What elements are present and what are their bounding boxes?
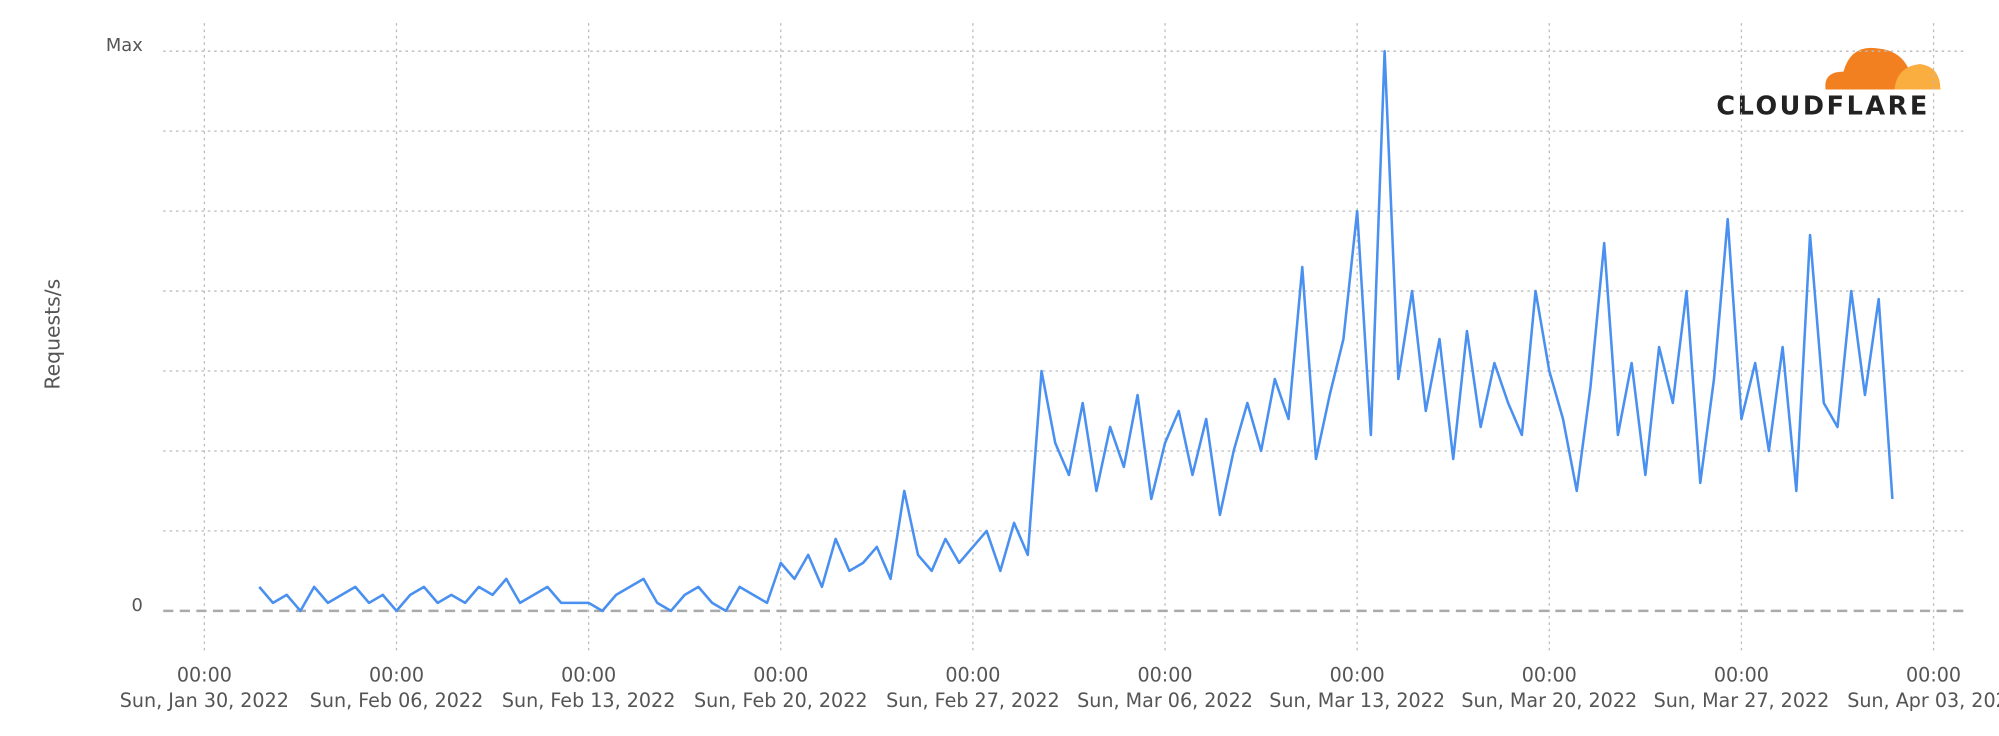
y-tick-label: 0 — [131, 595, 142, 616]
x-tick-date: Sun, Mar 06, 2022 — [1077, 689, 1253, 712]
x-tick-date: Sun, Feb 13, 2022 — [502, 689, 676, 712]
x-tick-time: 00:00 — [1906, 663, 1961, 686]
logo-cloud-small — [1894, 63, 1941, 90]
y-tick-label: Max — [106, 35, 143, 56]
x-tick-date: Sun, Mar 13, 2022 — [1269, 689, 1445, 712]
x-tick-date: Sun, Feb 27, 2022 — [886, 689, 1060, 712]
x-tick-date: Sun, Feb 06, 2022 — [310, 689, 484, 712]
logo-text: CLOUDFLARE — [1716, 91, 1929, 121]
x-tick-time: 00:00 — [945, 663, 1000, 686]
data-line — [258, 49, 1894, 613]
x-tick-date: Sun, Mar 27, 2022 — [1654, 689, 1830, 712]
x-tick-date: Sun, Mar 20, 2022 — [1461, 689, 1637, 712]
x-tick-time: 00:00 — [1137, 663, 1192, 686]
x-tick-time: 00:00 — [753, 663, 808, 686]
x-tick-date: Sun, Apr 03, 2022 — [1847, 689, 1999, 712]
x-tick-time: 00:00 — [177, 663, 232, 686]
x-tick-date: Sun, Jan 30, 2022 — [120, 689, 289, 712]
x-tick-time: 00:00 — [369, 663, 424, 686]
x-tick-time: 00:00 — [1714, 663, 1769, 686]
logo: CLOUDFLARE — [1716, 47, 1941, 121]
y-axis-label: Requests/s — [41, 279, 65, 390]
x-tick-date: Sun, Feb 20, 2022 — [694, 689, 868, 712]
x-tick-time: 00:00 — [561, 663, 616, 686]
x-tick-time: 00:00 — [1330, 663, 1385, 686]
x-tick-time: 00:00 — [1522, 663, 1577, 686]
